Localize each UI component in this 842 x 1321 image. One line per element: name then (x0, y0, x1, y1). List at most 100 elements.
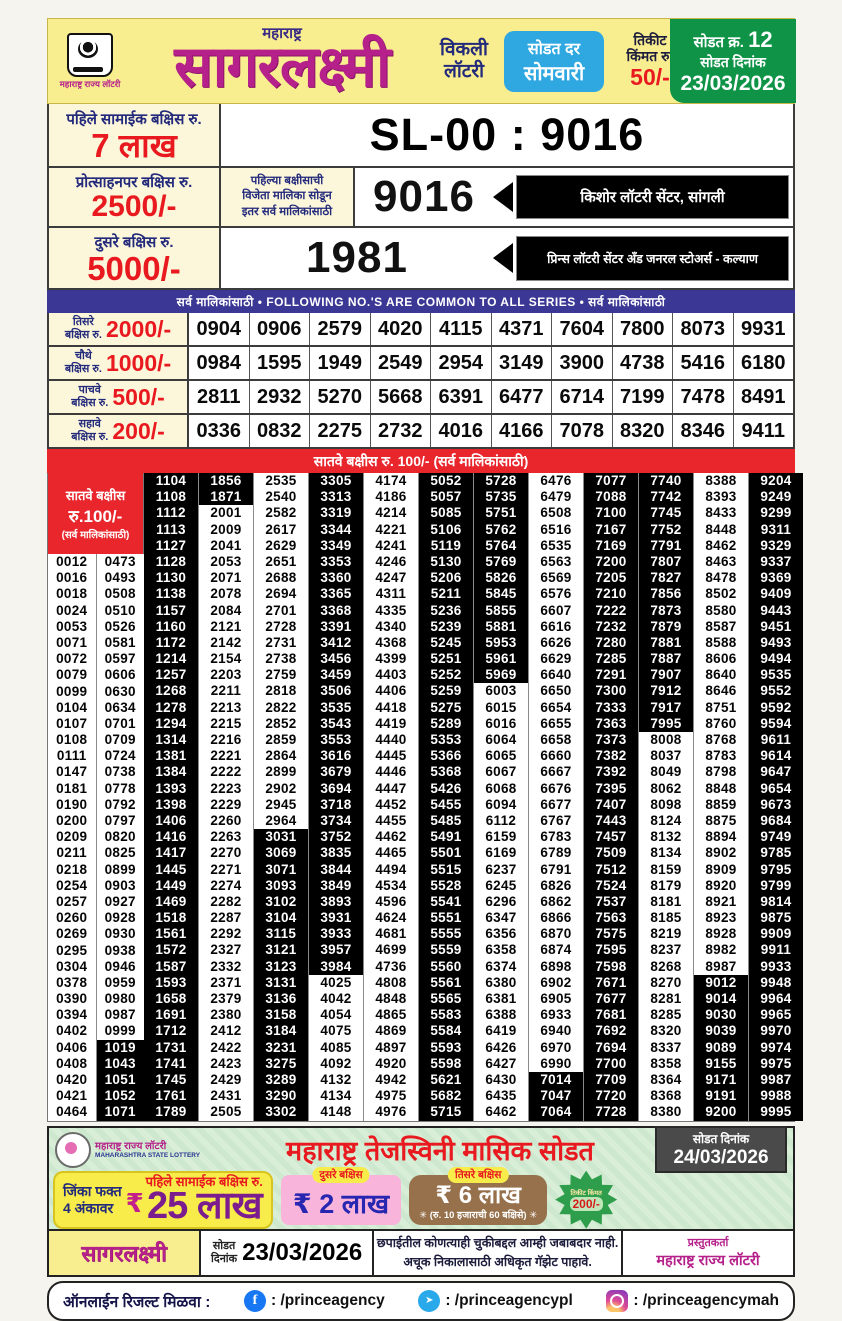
seventh-prize-number: 7363 (584, 715, 638, 732)
seventh-prize-number: 4445 (375, 748, 407, 764)
seventh-prize-number: 6068 (485, 780, 517, 796)
seventh-prize-number: 0295 (56, 942, 88, 958)
seventh-prize-number: 8909 (705, 861, 737, 877)
winning-number-cell: 4020 (371, 313, 431, 345)
seventh-prize-number: 6676 (540, 780, 572, 796)
consolation-result: 9016 (373, 172, 475, 221)
seventh-prize-number: 4132 (320, 1071, 352, 1087)
seventh-prize-number: 2852 (265, 715, 297, 731)
seventh-prize-number: 7291 (584, 667, 638, 684)
seventh-prize-number: 3302 (254, 1104, 308, 1121)
lottery-title: सागरलक्ष्मी (174, 35, 391, 99)
seventh-prize-number: 4624 (375, 910, 407, 926)
seventh-prize-number: 5559 (419, 942, 473, 959)
seventh-prize-number: 5057 (419, 489, 473, 506)
seventh-prize-number: 6516 (540, 521, 572, 537)
footer-date-value: 23/03/2026 (242, 1238, 363, 1266)
seventh-grid-column: 9204 9249 9299 9311 9329 9337 9369 9409 9443 9451… (749, 473, 803, 1121)
seventh-grid-first-columns: 0012 0016 0018 0024 0053 0071 0072 0079 0099 0104… (48, 554, 144, 1121)
seventh-prize-number: 4596 (375, 893, 407, 909)
seventh-prize-number: 9749 (749, 829, 803, 846)
seventh-prize-number: 7745 (639, 505, 693, 522)
prize-amount: 2000/- (105, 315, 172, 342)
social-bar: ऑनलाईन रिजल्ट मिळवा : f : /princeagency … (47, 1280, 795, 1321)
seventh-prize-number: 6419 (485, 1023, 517, 1039)
seventh-prize-number: 3543 (309, 715, 363, 732)
instagram-handle[interactable]: : /princeagencymah (606, 1289, 779, 1312)
seventh-prize-number: 4340 (375, 618, 407, 634)
seventh-prize-number: 6347 (485, 910, 517, 926)
seventh-prize-number: 2041 (210, 537, 242, 553)
seventh-prize-number: 3136 (254, 991, 308, 1008)
seventh-prize-number: 9673 (749, 796, 803, 813)
seventh-prize-number: 5953 (474, 634, 528, 652)
seventh-prize-number: 9795 (749, 861, 803, 878)
seventh-prize-number: 2071 (210, 570, 242, 586)
header: महाराष्ट्र राज्य लॉटरी महाराष्ट्र सागरलक… (47, 18, 796, 104)
seventh-prize-number: 9647 (749, 764, 803, 781)
seventh-prize-number: 2731 (265, 634, 297, 650)
seventh-prize-number: 4054 (320, 1007, 352, 1023)
seventh-prize-number: 0820 (104, 829, 136, 845)
seventh-prize-number: 0634 (104, 699, 136, 715)
seventh-prize-number: 5485 (419, 812, 473, 830)
seventh-prize-number: 7887 (639, 651, 693, 668)
seventh-prize-number: 9535 (749, 667, 803, 684)
promo-first-prize: जिंका फक्त 4 अंकावर ₹ पहिले सामाईक बक्षि… (53, 1170, 273, 1229)
seventh-prize-number: 3844 (309, 861, 363, 878)
seventh-prize-number: 5555 (419, 926, 473, 943)
seventh-prize-number: 3121 (254, 942, 308, 959)
seventh-prize-number: 6789 (540, 845, 572, 861)
seventh-prize-number: 6576 (540, 586, 572, 602)
seventh-prize-number: 6479 (540, 489, 572, 505)
seventh-prize-number: 4406 (375, 683, 407, 699)
seventh-prize-number: 2701 (265, 602, 297, 618)
seventh-prize-number: 3123 (254, 958, 308, 975)
seventh-prize-number: 1381 (144, 748, 198, 765)
seventh-prize-number: 6237 (485, 861, 517, 877)
prize-row: तिसरे बक्षिस रु. 2000/- 0904 0906 2579 4020 411… (49, 313, 793, 347)
seventh-prize-number: 6427 (485, 1055, 517, 1071)
seventh-prize-number: 3360 (309, 570, 363, 587)
seventh-prize-number: 3093 (254, 877, 308, 894)
seventh-prize-number: 8185 (650, 910, 682, 926)
seventh-grid-column: 2535 2540 2582 2617 2629 2651 2688 2694 2701 2728… (254, 473, 309, 1121)
seventh-prize-number: 0999 (104, 1023, 136, 1039)
winning-number-cell: 2954 (431, 347, 492, 379)
seventh-prize-number: 3553 (309, 732, 363, 749)
facebook-handle[interactable]: f : /princeagency (244, 1289, 385, 1312)
seventh-prize-number: 8875 (705, 812, 737, 828)
instagram-icon (606, 1289, 629, 1312)
seventh-prize-number: 7232 (584, 618, 638, 635)
seventh-prize-number: 5252 (419, 667, 473, 684)
seventh-prize-number: 2211 (210, 683, 242, 699)
seventh-prize-number: 5735 (474, 489, 528, 506)
seventh-prize-number: 1572 (144, 942, 198, 959)
seventh-prize-number: 0269 (56, 926, 88, 942)
seventh-prize-number: 1071 (96, 1104, 144, 1121)
seventh-prize-number: 9974 (749, 1039, 803, 1056)
seventh-prize-number: 3734 (309, 812, 363, 830)
promo-draw-date-badge: सोडत दिनांक 24/03/2026 (655, 1126, 787, 1174)
seventh-prize-number: 9039 (694, 1023, 748, 1040)
seventh-prize-number: 0464 (56, 1104, 88, 1120)
seventh-prize-number: 0071 (56, 634, 88, 650)
promo-title: महाराष्ट्र तेजस्विनी मासिक सोडत (286, 1136, 594, 1167)
seventh-prize-number: 1157 (144, 602, 198, 619)
seventh-prize-number: 4403 (375, 667, 407, 683)
seventh-prize-number: 3984 (309, 958, 363, 975)
seventh-prize-number: 3290 (254, 1088, 308, 1105)
seventh-prize-number: 6940 (540, 1023, 572, 1039)
seventh-prize-number: 6650 (540, 683, 572, 699)
first-prize-result: SL-00 : 9016 (369, 109, 645, 160)
seventh-prize-number: 6462 (485, 1104, 517, 1120)
seventh-prize-number: 6874 (540, 942, 572, 958)
seventh-prize-number: 5515 (419, 861, 473, 878)
seventh-prize-number: 2274 (210, 877, 242, 893)
seventh-prize-number: 9592 (749, 699, 803, 716)
seventh-prize-number: 2292 (210, 926, 242, 942)
telegram-handle[interactable]: ➤ : /princeagencypl (418, 1289, 573, 1312)
seventh-prize-number: 5239 (419, 618, 473, 635)
winning-number-cell: 6714 (552, 381, 613, 413)
seventh-prize-number: 8923 (705, 910, 737, 926)
